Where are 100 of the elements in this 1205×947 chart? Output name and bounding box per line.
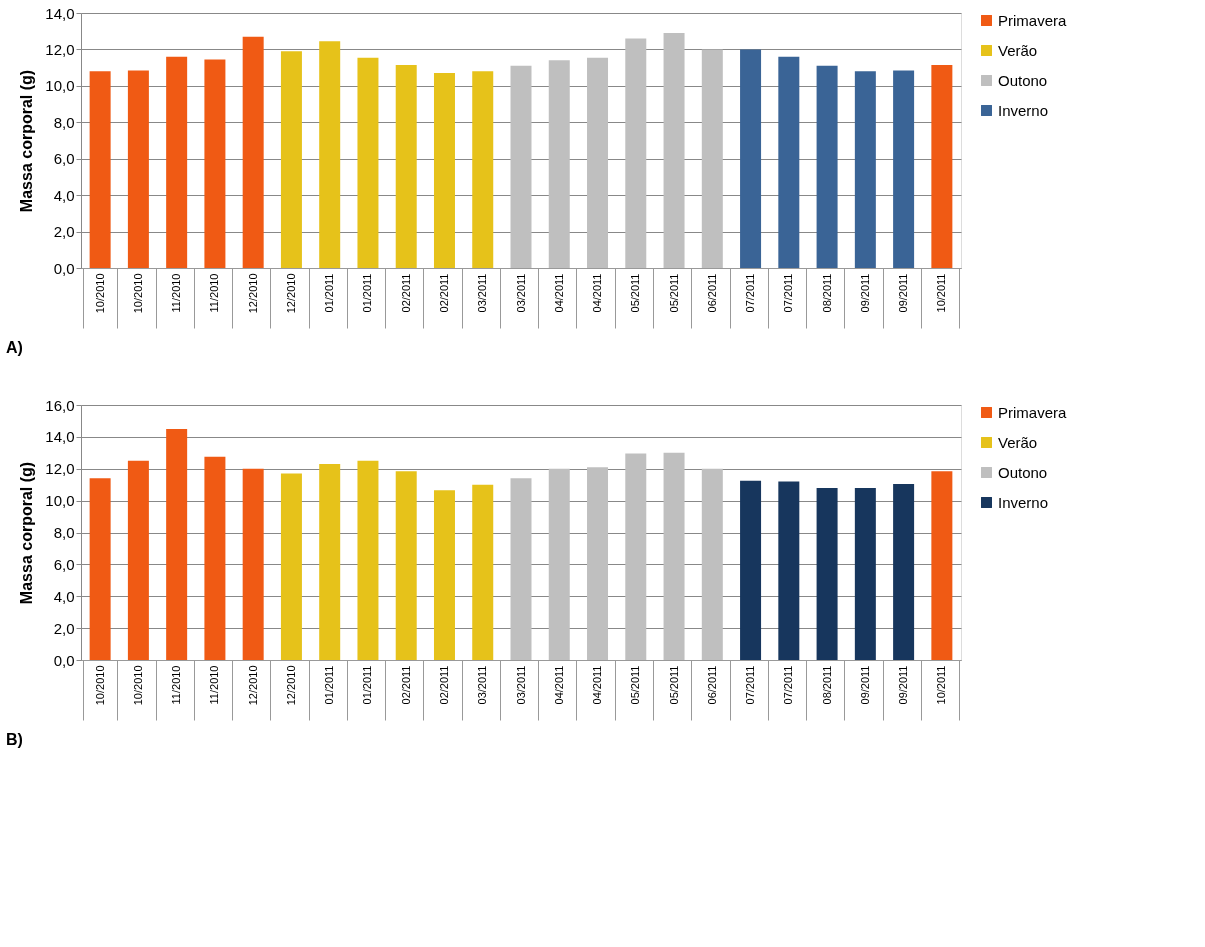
bar [854, 71, 876, 268]
bar [242, 36, 264, 268]
bar [816, 487, 838, 660]
bar [510, 478, 532, 660]
bar [395, 471, 417, 660]
x-tick-label: 07/2011 [744, 665, 757, 705]
bar [319, 463, 341, 660]
bar [395, 64, 417, 268]
bar [701, 49, 723, 268]
x-tick-label: 01/2011 [323, 273, 336, 313]
bar [816, 65, 838, 268]
x-tick-label: 08/2011 [820, 273, 833, 313]
x-tick-label: 05/2011 [667, 273, 680, 313]
x-tick-label: 12/2010 [246, 273, 259, 314]
x-tick-label: 09/2011 [858, 665, 871, 705]
bar [127, 70, 149, 268]
legend-label: Verão [998, 433, 1038, 451]
y-tick-label: 0,0 [53, 651, 75, 669]
x-tick-label: 10/2010 [131, 273, 144, 314]
x-tick-label: 08/2011 [820, 665, 833, 705]
x-tick-label: 11/2010 [170, 273, 183, 313]
legend-label: Primavera [998, 403, 1068, 421]
legend-label: Outono [998, 71, 1048, 89]
bar [166, 428, 188, 660]
x-tick-label: 03/2011 [514, 273, 527, 313]
x-tick-label: 10/2010 [93, 665, 106, 706]
y-tick-label: 14,0 [45, 4, 75, 22]
bar [433, 490, 455, 660]
y-tick-label: 8,0 [53, 113, 75, 131]
bar [701, 468, 723, 660]
x-tick-label: 01/2011 [361, 665, 374, 705]
bar [166, 56, 188, 268]
x-tick-label: 06/2011 [705, 273, 718, 313]
x-tick-label: 01/2011 [361, 273, 374, 313]
bar [740, 49, 762, 268]
legend-label: Primavera [998, 11, 1068, 29]
bar [472, 484, 494, 660]
x-tick-label: 05/2011 [629, 665, 642, 705]
bar [280, 51, 302, 268]
legend-label: Verão [998, 41, 1038, 59]
bar [433, 73, 455, 268]
y-tick-label: 4,0 [53, 587, 75, 605]
x-tick-label: 10/2011 [935, 273, 948, 313]
bar [587, 57, 609, 268]
bar [548, 468, 570, 660]
bar [357, 57, 379, 268]
y-tick-label: 2,0 [53, 223, 75, 241]
x-tick-label: 07/2011 [782, 273, 795, 313]
y-axis-title: Massa corporal (g) [18, 69, 36, 213]
y-axis-title: Massa corporal (g) [18, 461, 36, 605]
x-tick-label: 01/2011 [323, 665, 336, 705]
bar [625, 453, 647, 660]
legend-label: Inverno [998, 493, 1049, 511]
legend-label: Outono [998, 463, 1048, 481]
x-tick-label: 04/2011 [552, 273, 565, 313]
bar [854, 487, 876, 660]
x-tick-label: 07/2011 [782, 665, 795, 705]
y-tick-label: 12,0 [45, 40, 75, 58]
x-tick-label: 02/2011 [399, 665, 412, 705]
y-tick-label: 6,0 [53, 555, 75, 573]
legend-label: Inverno [998, 101, 1049, 119]
x-tick-label: 10/2010 [131, 665, 144, 706]
bar [510, 65, 532, 268]
x-tick-label: 12/2010 [284, 273, 297, 314]
bar [319, 41, 341, 268]
bar [89, 71, 111, 268]
x-tick-label: 02/2011 [399, 273, 412, 313]
y-tick-label: 2,0 [53, 619, 75, 637]
y-tick-label: 12,0 [45, 460, 75, 478]
x-tick-label: 04/2011 [591, 273, 604, 313]
bar [242, 468, 264, 660]
x-tick-label: 11/2010 [208, 273, 221, 313]
text: B) [6, 731, 23, 748]
x-tick-label: 03/2011 [476, 273, 489, 313]
y-tick-label: 16,0 [45, 396, 75, 414]
bar [931, 64, 953, 268]
bar [625, 38, 647, 268]
y-tick-label: 14,0 [45, 428, 75, 446]
x-tick-label: 10/2010 [93, 273, 106, 314]
y-tick-label: 10,0 [45, 492, 75, 510]
bar [127, 460, 149, 660]
bar [740, 480, 762, 660]
x-tick-label: 09/2011 [858, 273, 871, 313]
bar [587, 467, 609, 660]
x-tick-label: 04/2011 [591, 665, 604, 705]
bar [548, 60, 570, 268]
y-tick-label: 4,0 [53, 186, 75, 204]
bar [204, 59, 226, 268]
x-tick-label: 11/2010 [208, 665, 221, 705]
x-tick-label: 02/2011 [437, 665, 450, 705]
x-tick-label: 10/2011 [935, 665, 948, 705]
bar [204, 456, 226, 660]
y-tick-label: 6,0 [53, 150, 75, 168]
x-tick-label: 11/2010 [170, 665, 183, 705]
bar [893, 70, 915, 268]
x-tick-label: 09/2011 [897, 665, 910, 705]
bar [280, 473, 302, 660]
bar [778, 56, 800, 268]
bar [357, 460, 379, 660]
bar [893, 483, 915, 660]
